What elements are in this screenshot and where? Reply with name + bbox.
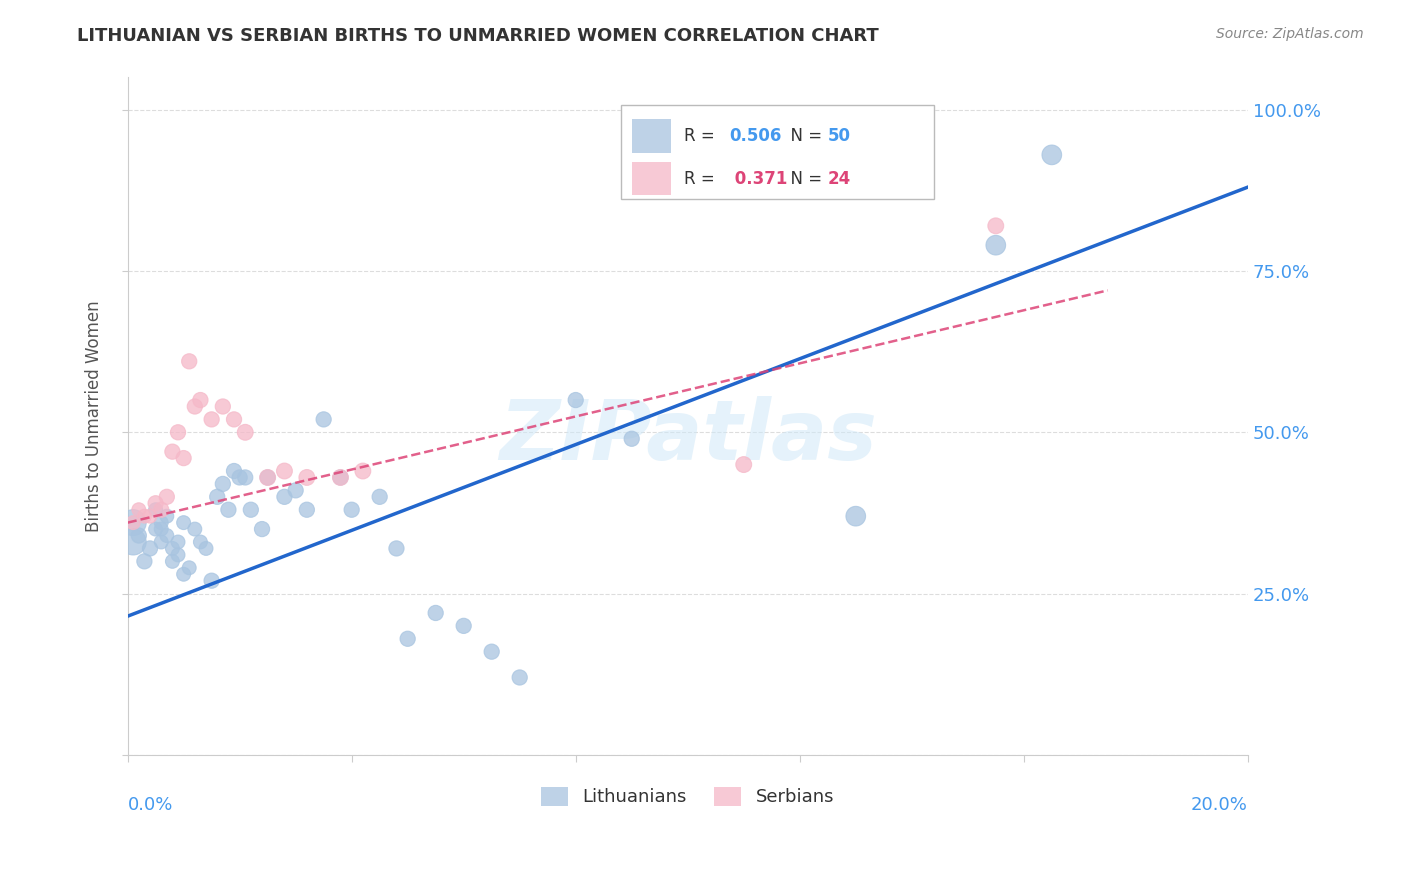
Point: [156, 528, 179, 542]
Point: [173, 451, 195, 466]
Point: [233, 425, 256, 440]
Point: [1040, 148, 1063, 162]
Point: [150, 535, 173, 549]
Point: [139, 541, 162, 556]
Text: 50: 50: [828, 127, 851, 145]
Point: [273, 490, 295, 504]
Point: [145, 496, 167, 510]
Text: R =: R =: [685, 127, 720, 145]
Point: [984, 238, 1007, 252]
Point: [385, 541, 408, 556]
Point: [150, 516, 173, 530]
Point: [509, 671, 531, 685]
Point: [179, 354, 201, 368]
Point: [122, 516, 145, 530]
Point: [564, 392, 586, 407]
Text: 24: 24: [828, 169, 851, 187]
Point: [352, 464, 374, 478]
Point: [150, 522, 173, 536]
Point: [329, 470, 352, 484]
Point: [122, 516, 145, 530]
Point: [222, 464, 245, 478]
Point: [156, 509, 179, 524]
Point: [481, 645, 503, 659]
Point: [128, 502, 150, 516]
Point: [211, 400, 233, 414]
Point: [122, 535, 145, 549]
Point: [162, 541, 184, 556]
Point: [145, 522, 167, 536]
Point: [167, 535, 190, 549]
Text: N =: N =: [779, 169, 827, 187]
Point: [162, 444, 184, 458]
Point: [453, 619, 475, 633]
Point: [156, 490, 179, 504]
Text: Source: ZipAtlas.com: Source: ZipAtlas.com: [1216, 27, 1364, 41]
Point: [733, 458, 755, 472]
Point: [184, 400, 207, 414]
Point: [222, 412, 245, 426]
FancyBboxPatch shape: [620, 104, 934, 200]
Point: [167, 548, 190, 562]
Point: [173, 567, 195, 582]
Point: [134, 554, 156, 568]
Point: [295, 502, 318, 516]
Legend: Lithuanians, Serbians: Lithuanians, Serbians: [534, 780, 841, 814]
Point: [312, 412, 335, 426]
Point: [239, 502, 262, 516]
Point: [167, 425, 190, 440]
Text: ZIPatlas: ZIPatlas: [499, 396, 877, 477]
Text: R =: R =: [685, 169, 720, 187]
Text: 0.0%: 0.0%: [128, 796, 173, 814]
Point: [179, 561, 201, 575]
Point: [256, 470, 278, 484]
Point: [228, 470, 250, 484]
Point: [329, 470, 352, 484]
Point: [368, 490, 391, 504]
Point: [145, 502, 167, 516]
Point: [620, 432, 643, 446]
Text: 0.371: 0.371: [730, 169, 787, 187]
Point: [425, 606, 447, 620]
Point: [195, 541, 218, 556]
FancyBboxPatch shape: [631, 161, 671, 195]
Point: [162, 554, 184, 568]
Point: [139, 509, 162, 524]
Point: [984, 219, 1007, 233]
Text: 0.506: 0.506: [730, 127, 782, 145]
Point: [150, 502, 173, 516]
FancyBboxPatch shape: [631, 119, 671, 153]
Point: [211, 477, 233, 491]
Point: [190, 535, 212, 549]
Point: [284, 483, 307, 498]
Point: [256, 470, 278, 484]
Point: [201, 574, 224, 588]
Point: [190, 392, 212, 407]
Point: [233, 470, 256, 484]
Text: N =: N =: [779, 127, 827, 145]
Point: [201, 412, 224, 426]
Point: [396, 632, 419, 646]
Point: [295, 470, 318, 484]
Point: [217, 502, 239, 516]
Point: [340, 502, 363, 516]
Y-axis label: Births to Unmarried Women: Births to Unmarried Women: [86, 301, 103, 532]
Point: [845, 509, 868, 524]
Point: [250, 522, 273, 536]
Text: 20.0%: 20.0%: [1191, 796, 1249, 814]
Point: [184, 522, 207, 536]
Text: LITHUANIAN VS SERBIAN BIRTHS TO UNMARRIED WOMEN CORRELATION CHART: LITHUANIAN VS SERBIAN BIRTHS TO UNMARRIE…: [77, 27, 879, 45]
Point: [173, 516, 195, 530]
Point: [134, 509, 156, 524]
Point: [273, 464, 295, 478]
Point: [128, 528, 150, 542]
Point: [205, 490, 228, 504]
